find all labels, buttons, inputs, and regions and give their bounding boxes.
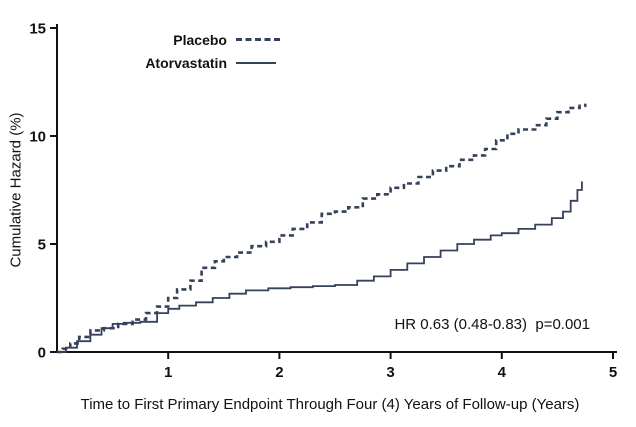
legend: Placebo Atorvastatin: [133, 28, 280, 74]
y-axis-title: Cumulative Hazard (%): [7, 112, 25, 268]
svg-text:5: 5: [38, 237, 46, 254]
svg-text:2: 2: [275, 364, 283, 381]
x-axis-title: Time to First Primary Endpoint Through F…: [80, 396, 580, 413]
solid-line-sample: [236, 61, 276, 64]
legend-item-atorvastatin: Atorvastatin: [133, 51, 280, 74]
svg-text:3: 3: [386, 364, 394, 381]
legend-label-placebo: Placebo: [173, 31, 227, 48]
hr-annotation: HR 0.63 (0.48-0.83) p=0.001: [394, 316, 590, 333]
svg-text:1: 1: [164, 364, 172, 381]
dashed-line-sample: [236, 38, 280, 41]
svg-text:4: 4: [498, 364, 507, 381]
svg-text:5: 5: [609, 364, 617, 381]
svg-text:10: 10: [29, 129, 46, 146]
legend-item-placebo: Placebo: [133, 28, 280, 51]
svg-text:15: 15: [29, 21, 46, 38]
svg-text:0: 0: [38, 345, 46, 362]
legend-label-atorvastatin: Atorvastatin: [145, 54, 227, 71]
